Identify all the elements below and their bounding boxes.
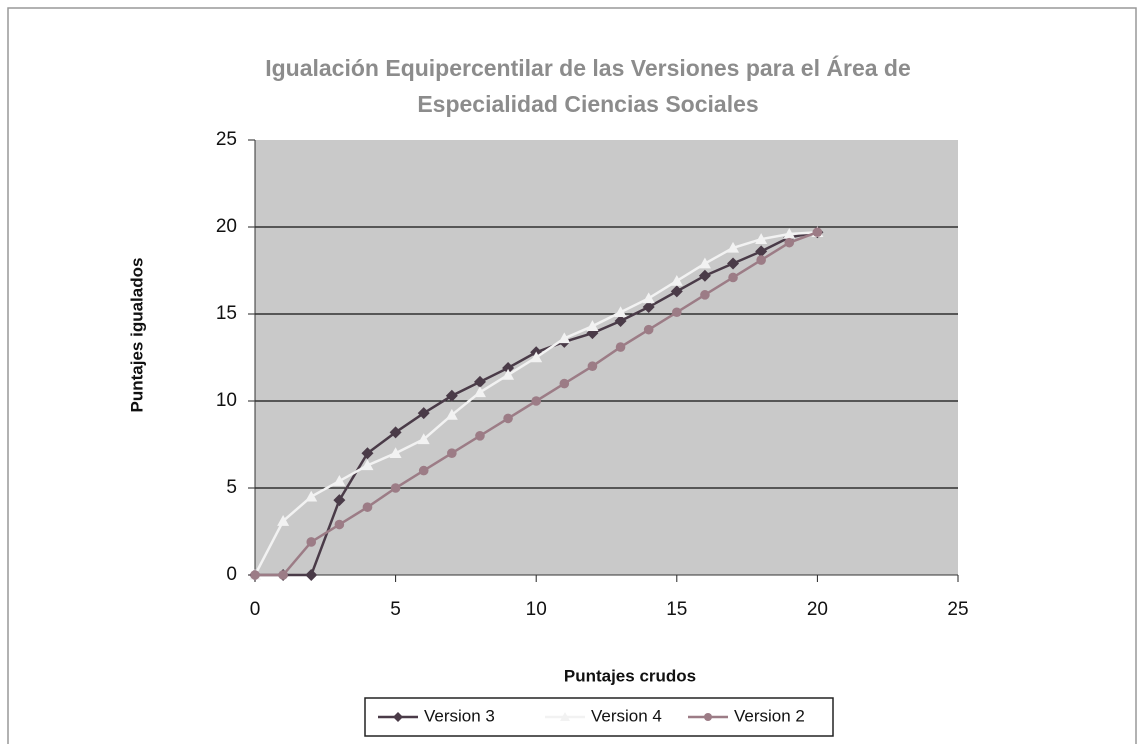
- data-point: [615, 342, 626, 352]
- data-point: [475, 431, 485, 441]
- x-axis-label: Puntajes crudos: [564, 666, 696, 685]
- data-point: [698, 257, 711, 269]
- data-point: [445, 408, 458, 420]
- chart-title: Igualación Equipercentilar de las Versio…: [265, 54, 911, 81]
- data-point: [530, 351, 543, 363]
- data-point: [305, 490, 318, 502]
- data-point: [642, 292, 655, 304]
- x-tick-label: 20: [807, 599, 828, 620]
- data-point: [361, 447, 374, 460]
- data-point: [728, 272, 738, 283]
- legend-label: Version 2: [734, 706, 805, 725]
- data-point: [418, 465, 429, 476]
- data-point: [417, 433, 430, 445]
- data-point: [362, 502, 373, 512]
- y-tick-label: 20: [216, 216, 237, 237]
- x-tick-label: 25: [947, 599, 968, 620]
- data-point: [306, 537, 317, 547]
- data-point: [643, 324, 654, 335]
- data-point: [333, 494, 346, 507]
- legend-marker: [393, 712, 403, 722]
- data-point: [473, 375, 486, 388]
- legend: [364, 697, 834, 737]
- legend-label: Version 4: [591, 706, 662, 725]
- data-point: [278, 570, 288, 580]
- data-point: [503, 413, 513, 424]
- data-point: [502, 368, 515, 380]
- data-point: [333, 475, 346, 486]
- data-point: [417, 407, 430, 420]
- data-point: [334, 519, 345, 530]
- data-point: [586, 320, 599, 331]
- data-point: [755, 233, 768, 244]
- data-point: [558, 332, 571, 344]
- data-point: [670, 274, 683, 286]
- data-point: [755, 245, 768, 258]
- data-point: [698, 269, 711, 282]
- y-tick-label: 25: [216, 129, 237, 150]
- data-point: [250, 570, 260, 580]
- data-point: [783, 227, 796, 239]
- data-point: [756, 255, 766, 265]
- data-point: [700, 290, 710, 300]
- x-tick-label: 15: [666, 599, 687, 620]
- x-tick-label: 10: [526, 599, 547, 620]
- data-point: [614, 314, 627, 327]
- chart-title: Especialidad Ciencias Sociales: [417, 91, 758, 117]
- data-point: [305, 569, 318, 581]
- data-point: [531, 396, 541, 406]
- legend-marker: [704, 713, 712, 721]
- data-point: [587, 361, 598, 372]
- data-point: [473, 386, 486, 398]
- data-point: [670, 285, 683, 298]
- data-point: [361, 459, 374, 471]
- data-point: [389, 426, 402, 439]
- data-point: [784, 237, 795, 248]
- data-point: [812, 227, 823, 238]
- data-point: [389, 447, 402, 458]
- data-point: [672, 307, 682, 318]
- y-tick-label: 15: [216, 303, 237, 324]
- data-point: [502, 361, 515, 374]
- data-point: [642, 301, 655, 314]
- data-point: [727, 257, 740, 270]
- data-point: [445, 389, 458, 402]
- legend-marker: [560, 712, 570, 721]
- y-tick-label: 5: [226, 477, 237, 498]
- y-axis-label: Puntajes igualados: [127, 258, 146, 413]
- data-point: [447, 448, 457, 459]
- y-tick-label: 10: [216, 390, 237, 411]
- x-tick-label: 0: [250, 599, 261, 620]
- data-point: [727, 241, 740, 253]
- y-tick-label: 0: [226, 564, 237, 585]
- data-point: [390, 483, 401, 493]
- data-point: [614, 306, 627, 318]
- legend-label: Version 3: [424, 706, 495, 725]
- data-point: [277, 515, 290, 526]
- x-tick-label: 5: [390, 599, 401, 620]
- data-point: [559, 378, 570, 389]
